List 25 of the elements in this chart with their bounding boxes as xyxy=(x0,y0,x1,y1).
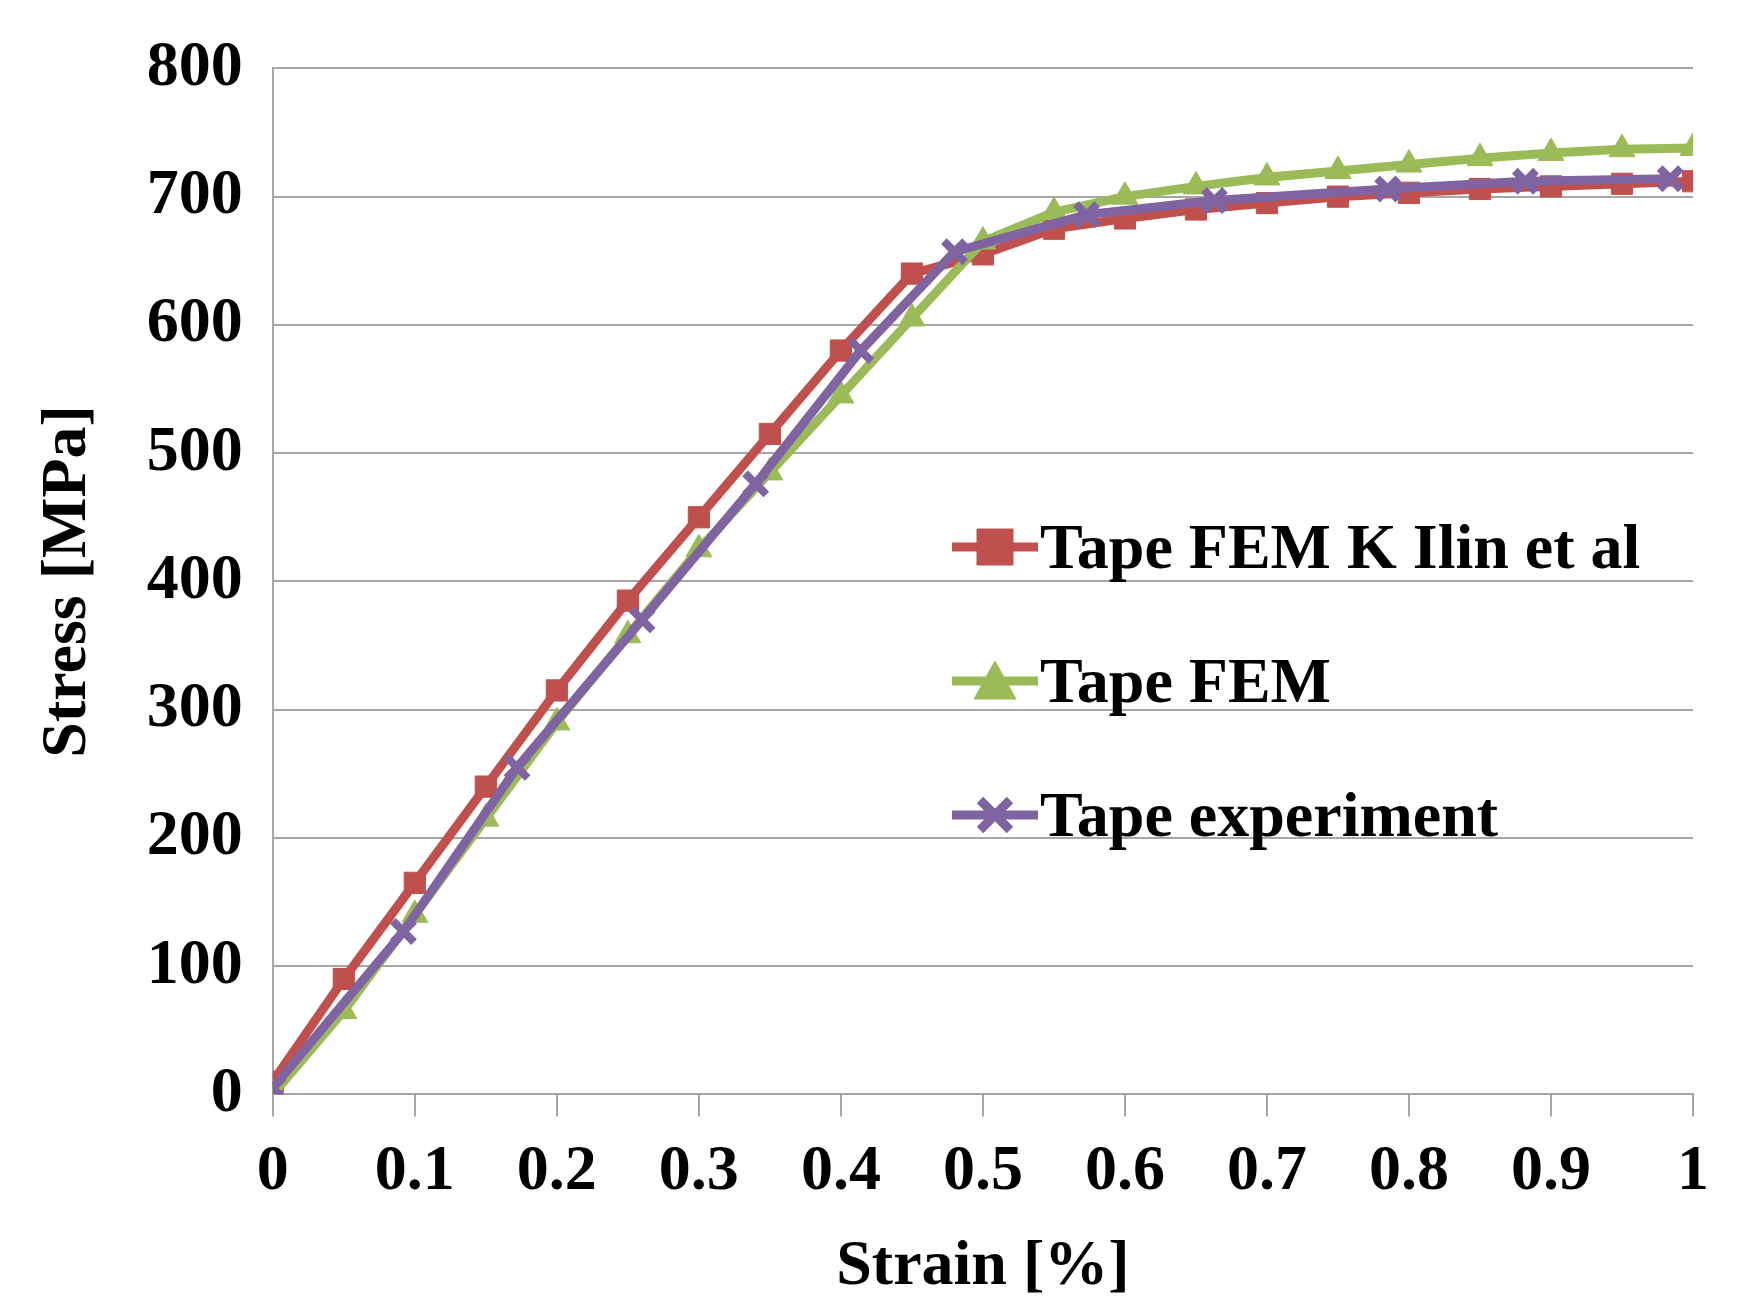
y-tick-label: 300 xyxy=(146,669,243,741)
y-tick-label: 0 xyxy=(210,1053,243,1125)
x-tick-label: 0.4 xyxy=(800,1132,881,1204)
y-tick-label: 100 xyxy=(146,925,243,997)
y-tick-label: 200 xyxy=(146,797,243,869)
x-tick-label: 0.2 xyxy=(516,1132,597,1204)
y-tick-label: 500 xyxy=(146,412,243,484)
y-tick-label: 700 xyxy=(146,156,243,228)
y-tick-label: 800 xyxy=(146,27,243,99)
x-tick-label: 0.1 xyxy=(374,1132,455,1204)
x-tick-label: 0.9 xyxy=(1510,1132,1591,1204)
y-tick-label: 600 xyxy=(146,284,243,356)
legend-label: Tape FEM K Ilin et al xyxy=(1040,510,1641,584)
x-tick-label: 1 xyxy=(1677,1132,1709,1204)
legend-label: Tape FEM xyxy=(1040,644,1331,718)
x-tick-label: 0 xyxy=(256,1132,289,1204)
x-axis-title: Strain [%] xyxy=(836,1227,1130,1299)
x-tick-label: 0.5 xyxy=(942,1132,1023,1204)
x-tick-label: 0.6 xyxy=(1084,1132,1165,1204)
x-tick-label: 0.3 xyxy=(658,1132,739,1204)
y-tick-label: 400 xyxy=(146,540,243,612)
x-tick-label: 0.8 xyxy=(1368,1132,1449,1204)
y-axis-title: Stress [MPa] xyxy=(27,405,99,758)
legend-label: Tape experiment xyxy=(1040,778,1499,852)
x-tick-label: 0.7 xyxy=(1226,1132,1307,1204)
